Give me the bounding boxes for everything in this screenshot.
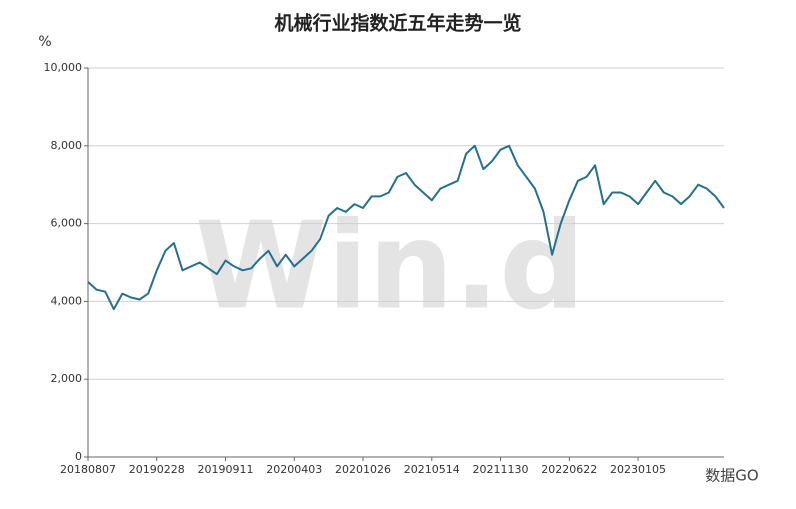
x-tick-label: 20190911 (198, 463, 254, 476)
x-tick-label: 20190228 (129, 463, 185, 476)
y-tick-label: 8,000 (51, 139, 83, 152)
y-tick-label: 2,000 (51, 372, 83, 385)
y-tick-label: 6,000 (51, 217, 83, 230)
data-line (87, 144, 725, 311)
x-tick-label: 20210514 (404, 463, 460, 476)
y-tick-label: 0 (75, 450, 82, 463)
chart-title: 机械行业指数近五年走势一览 (274, 12, 521, 35)
x-tick-label: 20201026 (335, 463, 391, 476)
x-tick-label: 20220622 (541, 463, 597, 476)
watermark: Win.d (195, 198, 585, 337)
x-tick-label: 20200403 (266, 463, 322, 476)
y-tick-label: 10,000 (44, 61, 83, 74)
x-tick-label: 20211130 (473, 463, 529, 476)
x-tick-label: 20180807 (60, 463, 116, 476)
source-mark: 数据GO (705, 467, 758, 485)
y-tick-label: 4,000 (51, 294, 83, 307)
y-axis-label: % (38, 34, 51, 50)
x-tick-label: 20230105 (610, 463, 666, 476)
